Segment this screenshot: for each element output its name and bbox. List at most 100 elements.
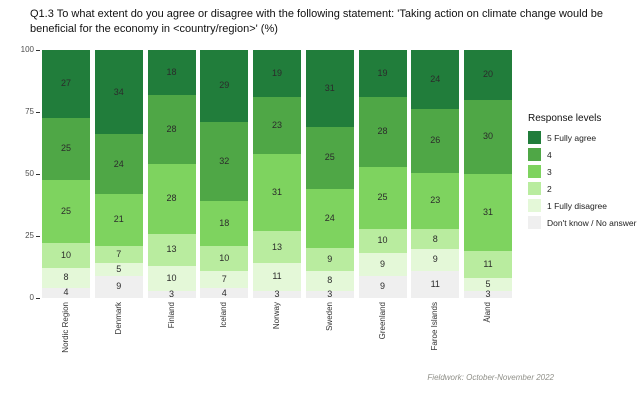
bar-segment-land-5-fully-agree: 20 (464, 50, 512, 100)
x-label-cell-norway: Norway (253, 302, 301, 380)
bar-segment-norway-1-fully-disagree: 11 (253, 263, 301, 291)
bar-segment-land-2: 11 (464, 250, 512, 279)
legend-swatch (528, 216, 541, 229)
bar-value-label: 18 (219, 218, 230, 229)
legend-label: 5 Fully agree (547, 132, 597, 143)
bar-segment-land-don-t-know-no-answer: 3 (464, 289, 512, 298)
legend-item-4: 4 (528, 148, 642, 161)
bar-value-label: 10 (166, 272, 177, 283)
x-label-cell-faroe-islands: Faroe Islands (411, 302, 459, 380)
bar-segment-iceland-1-fully-disagree: 7 (200, 270, 249, 289)
bar-faroe-islands: 24 26 23 8 9 11 (411, 50, 460, 298)
bar-value-label: 26 (430, 135, 441, 146)
legend-label: Don't know / No answer (547, 217, 637, 228)
bar-value-label: 34 (113, 86, 124, 97)
bar-segment-sweden-1-fully-disagree: 8 (305, 270, 354, 291)
bar-value-label: 5 (116, 263, 122, 274)
bar-segment-greenland-3: 25 (358, 166, 407, 229)
bar-value-label: 27 (60, 78, 71, 89)
bar-segment-sweden-2: 9 (305, 248, 354, 271)
legend-item-1-fully-disagree: 1 Fully disagree (528, 199, 642, 212)
x-label: Finland (166, 302, 176, 329)
bar-value-label: 11 (483, 258, 493, 269)
bar-segment-finland-3: 28 (147, 164, 196, 234)
x-axis-labels: Nordic Region Denmark Finland Iceland Norway… (42, 302, 512, 380)
y-tick-label: 75 (25, 107, 34, 116)
bar-segment-finland-1-fully-disagree: 10 (147, 265, 196, 291)
bar-value-label: 19 (377, 68, 388, 79)
bar-value-label: 7 (221, 273, 227, 284)
bar-segment-greenland-2: 10 (358, 228, 407, 254)
bar-value-label: 29 (219, 80, 230, 91)
bar-segment-finland-don-t-know-no-answer: 3 (147, 288, 196, 299)
bar-value-label: 9 (379, 281, 385, 292)
bar-value-label: 3 (274, 288, 280, 299)
legend-items: 5 Fully agree 4 3 2 1 Fully disagree Don't kn… (528, 131, 642, 229)
x-label: Greenland (377, 302, 387, 340)
y-tick-label: 100 (20, 45, 34, 54)
bar-value-label: 8 (327, 275, 333, 286)
x-label: Nordic Region (61, 302, 70, 353)
bar-segment-sweden-3: 24 (305, 188, 354, 249)
x-label-cell-finland: Finland (148, 302, 196, 380)
bar-segment-denmark-don-t-know-no-answer: 9 (94, 275, 143, 298)
y-axis: 0 25 50 75 100 (10, 46, 40, 302)
chart-title: Q1.3 To what extent do you agree or disa… (30, 8, 604, 35)
bar-segment-finland-2: 13 (147, 233, 196, 266)
bar-value-label: 28 (377, 126, 388, 137)
legend-label: 2 (547, 183, 552, 194)
legend-item-3: 3 (528, 165, 642, 178)
legend-label: 1 Fully disagree (547, 200, 608, 211)
bar-value-label: 10 (60, 249, 71, 260)
bar-value-label: 31 (271, 187, 282, 198)
bar-finland: 18 28 28 13 10 3 (147, 50, 196, 299)
y-tick-0: 0 (30, 294, 40, 302)
bar-segment-norway-2: 13 (253, 231, 301, 264)
bar-value-label: 3 (168, 288, 174, 299)
bar-land: 20 30 31 11 5 3 (464, 50, 512, 298)
bar-segment-denmark-5-fully-agree: 34 (94, 50, 143, 135)
bar-value-label: 25 (60, 143, 71, 154)
bar-segment-denmark-2: 7 (94, 245, 143, 264)
bar-segment-faroe-islands-1-fully-disagree: 9 (411, 248, 460, 271)
bar-segment-sweden-5-fully-agree: 31 (305, 50, 354, 127)
bar-value-label: 4 (221, 287, 227, 298)
bar-segment-faroe-islands-don-t-know-no-answer: 11 (411, 270, 460, 298)
legend-swatch (528, 199, 541, 212)
x-label-cell-sweden: Sweden (306, 302, 354, 380)
bar-value-label: 3 (327, 288, 333, 299)
y-tick-label: 0 (29, 293, 34, 302)
bar-value-label: 23 (271, 120, 282, 131)
plot-bars: 27 25 25 10 8 4 34 24 21 7 5 9 18 28 28 13 10 3 29 32 18 10 7 4… (42, 50, 512, 298)
x-label-cell-nordic-region: Nordic Region (42, 302, 90, 380)
bar-segment-norway-4: 23 (253, 97, 301, 155)
bar-value-label: 24 (324, 213, 335, 224)
bar-value-label: 24 (430, 73, 441, 84)
bar-value-label: 19 (271, 68, 282, 79)
bar-iceland: 29 32 18 10 7 4 (200, 50, 249, 298)
bar-value-label: 25 (377, 192, 388, 203)
bar-segment-nordic-region-4: 25 (42, 117, 90, 181)
bar-segment-denmark-3: 21 (94, 193, 143, 246)
y-tick-label: 25 (25, 231, 34, 240)
bar-value-label: 25 (60, 206, 71, 217)
y-tick-mark (36, 111, 40, 113)
bar-value-label: 20 (482, 69, 493, 80)
bar-value-label: 24 (113, 158, 124, 169)
bar-nordic-region: 27 25 25 10 8 4 (42, 50, 90, 298)
y-tick-25: 25 (25, 232, 40, 240)
bar-segment-sweden-4: 25 (305, 126, 354, 189)
bar-segment-iceland-5-fully-agree: 29 (200, 50, 249, 122)
bar-segment-norway-5-fully-agree: 19 (253, 50, 301, 98)
bar-segment-nordic-region-don-t-know-no-answer: 4 (42, 287, 90, 298)
bar-segment-nordic-region-3: 25 (42, 180, 90, 243)
legend-item-5-fully-agree: 5 Fully agree (528, 131, 642, 144)
bar-value-label: 25 (324, 152, 335, 163)
bar-value-label: 28 (166, 123, 177, 134)
x-label-cell-iceland: Iceland (200, 302, 248, 380)
bar-denmark: 34 24 21 7 5 9 (94, 50, 143, 298)
bar-value-label: 8 (63, 272, 69, 283)
bar-segment-denmark-1-fully-disagree: 5 (94, 263, 143, 276)
x-label: Iceland (219, 302, 229, 328)
bar-value-label: 11 (272, 271, 282, 282)
